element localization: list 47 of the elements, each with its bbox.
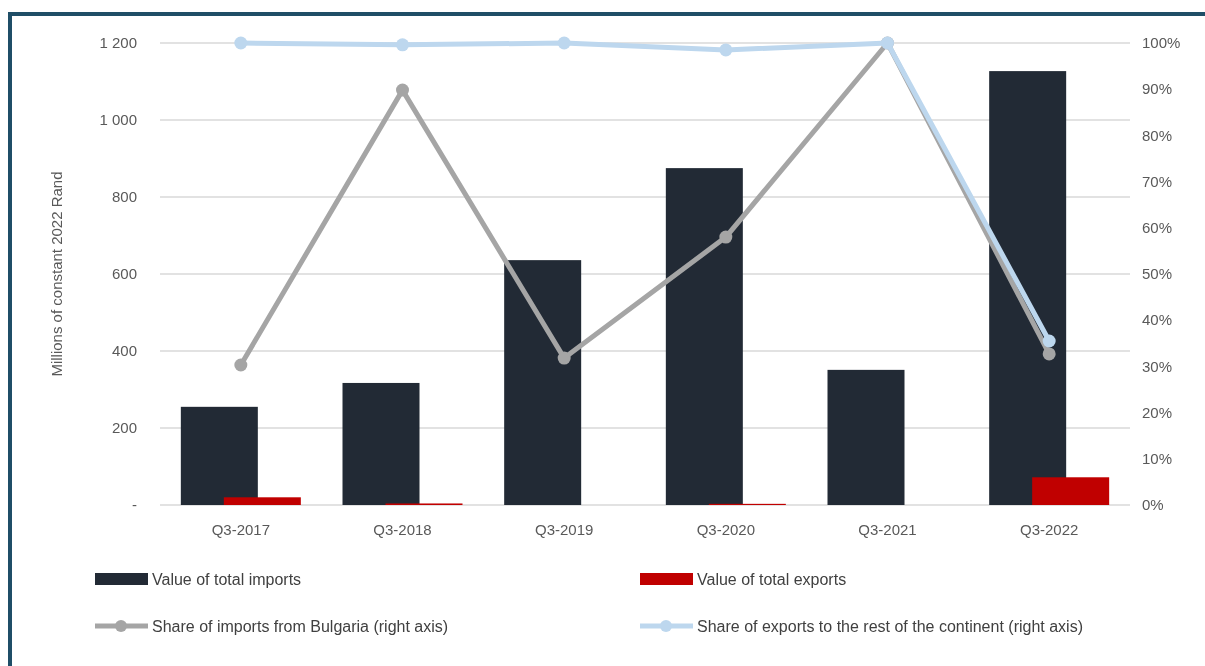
legend-label: Share of imports from Bulgaria (right axis) — [152, 617, 449, 635]
bar — [504, 260, 582, 505]
y2-tick-label: 80% — [1142, 126, 1173, 144]
legend-label: Value of total exports — [697, 570, 847, 588]
point — [719, 230, 733, 244]
point — [557, 36, 571, 50]
bar — [342, 382, 420, 505]
legend-label: Value of total imports — [152, 570, 302, 588]
point — [557, 351, 571, 365]
x-tick-label: Q3-2020 — [696, 521, 756, 538]
y2-tick-label: 60% — [1142, 219, 1173, 237]
y2-tick-label: 20% — [1142, 403, 1173, 421]
point — [396, 38, 409, 52]
point — [1042, 334, 1056, 348]
bar — [1032, 477, 1110, 505]
point — [396, 83, 409, 97]
bar — [180, 406, 258, 505]
bar — [665, 168, 743, 505]
y2-tick-label: 50% — [1142, 265, 1173, 283]
point — [234, 36, 248, 50]
y-tick-label: - — [132, 496, 137, 514]
y2-tick-label: 100% — [1142, 34, 1181, 52]
bar — [827, 369, 905, 505]
y-axis-title: Millions of constant 2022 Rand — [48, 171, 65, 377]
y-tick-label: 1 000 — [99, 111, 137, 129]
point — [1042, 347, 1056, 361]
x-tick-label: Q3-2017 — [211, 521, 271, 538]
y2-tick-label: 0% — [1142, 496, 1164, 514]
y2-tick-label: 70% — [1142, 172, 1173, 190]
x-tick-label: Q3-2021 — [858, 521, 917, 538]
y2-tick-label: 30% — [1142, 357, 1173, 375]
bar — [989, 71, 1067, 505]
x-tick-label: Q3-2019 — [534, 521, 594, 538]
point — [719, 43, 733, 57]
y2-tick-label: 10% — [1142, 450, 1173, 468]
y2-tick-label: 40% — [1142, 311, 1173, 329]
x-tick-label: Q3-2018 — [373, 521, 432, 538]
y-tick-label: 400 — [111, 342, 137, 360]
point — [234, 358, 248, 372]
y-tick-label: 800 — [111, 188, 137, 206]
bar — [223, 497, 301, 505]
y-tick-label: 600 — [111, 265, 137, 283]
legend-label: Share of exports to the rest of the continent (right axis) — [697, 617, 1083, 635]
y-tick-label: 200 — [111, 419, 137, 437]
y-tick-label: 1 200 — [99, 34, 137, 52]
x-tick-label: Q3-2022 — [1019, 521, 1079, 538]
y2-tick-label: 90% — [1142, 80, 1173, 98]
